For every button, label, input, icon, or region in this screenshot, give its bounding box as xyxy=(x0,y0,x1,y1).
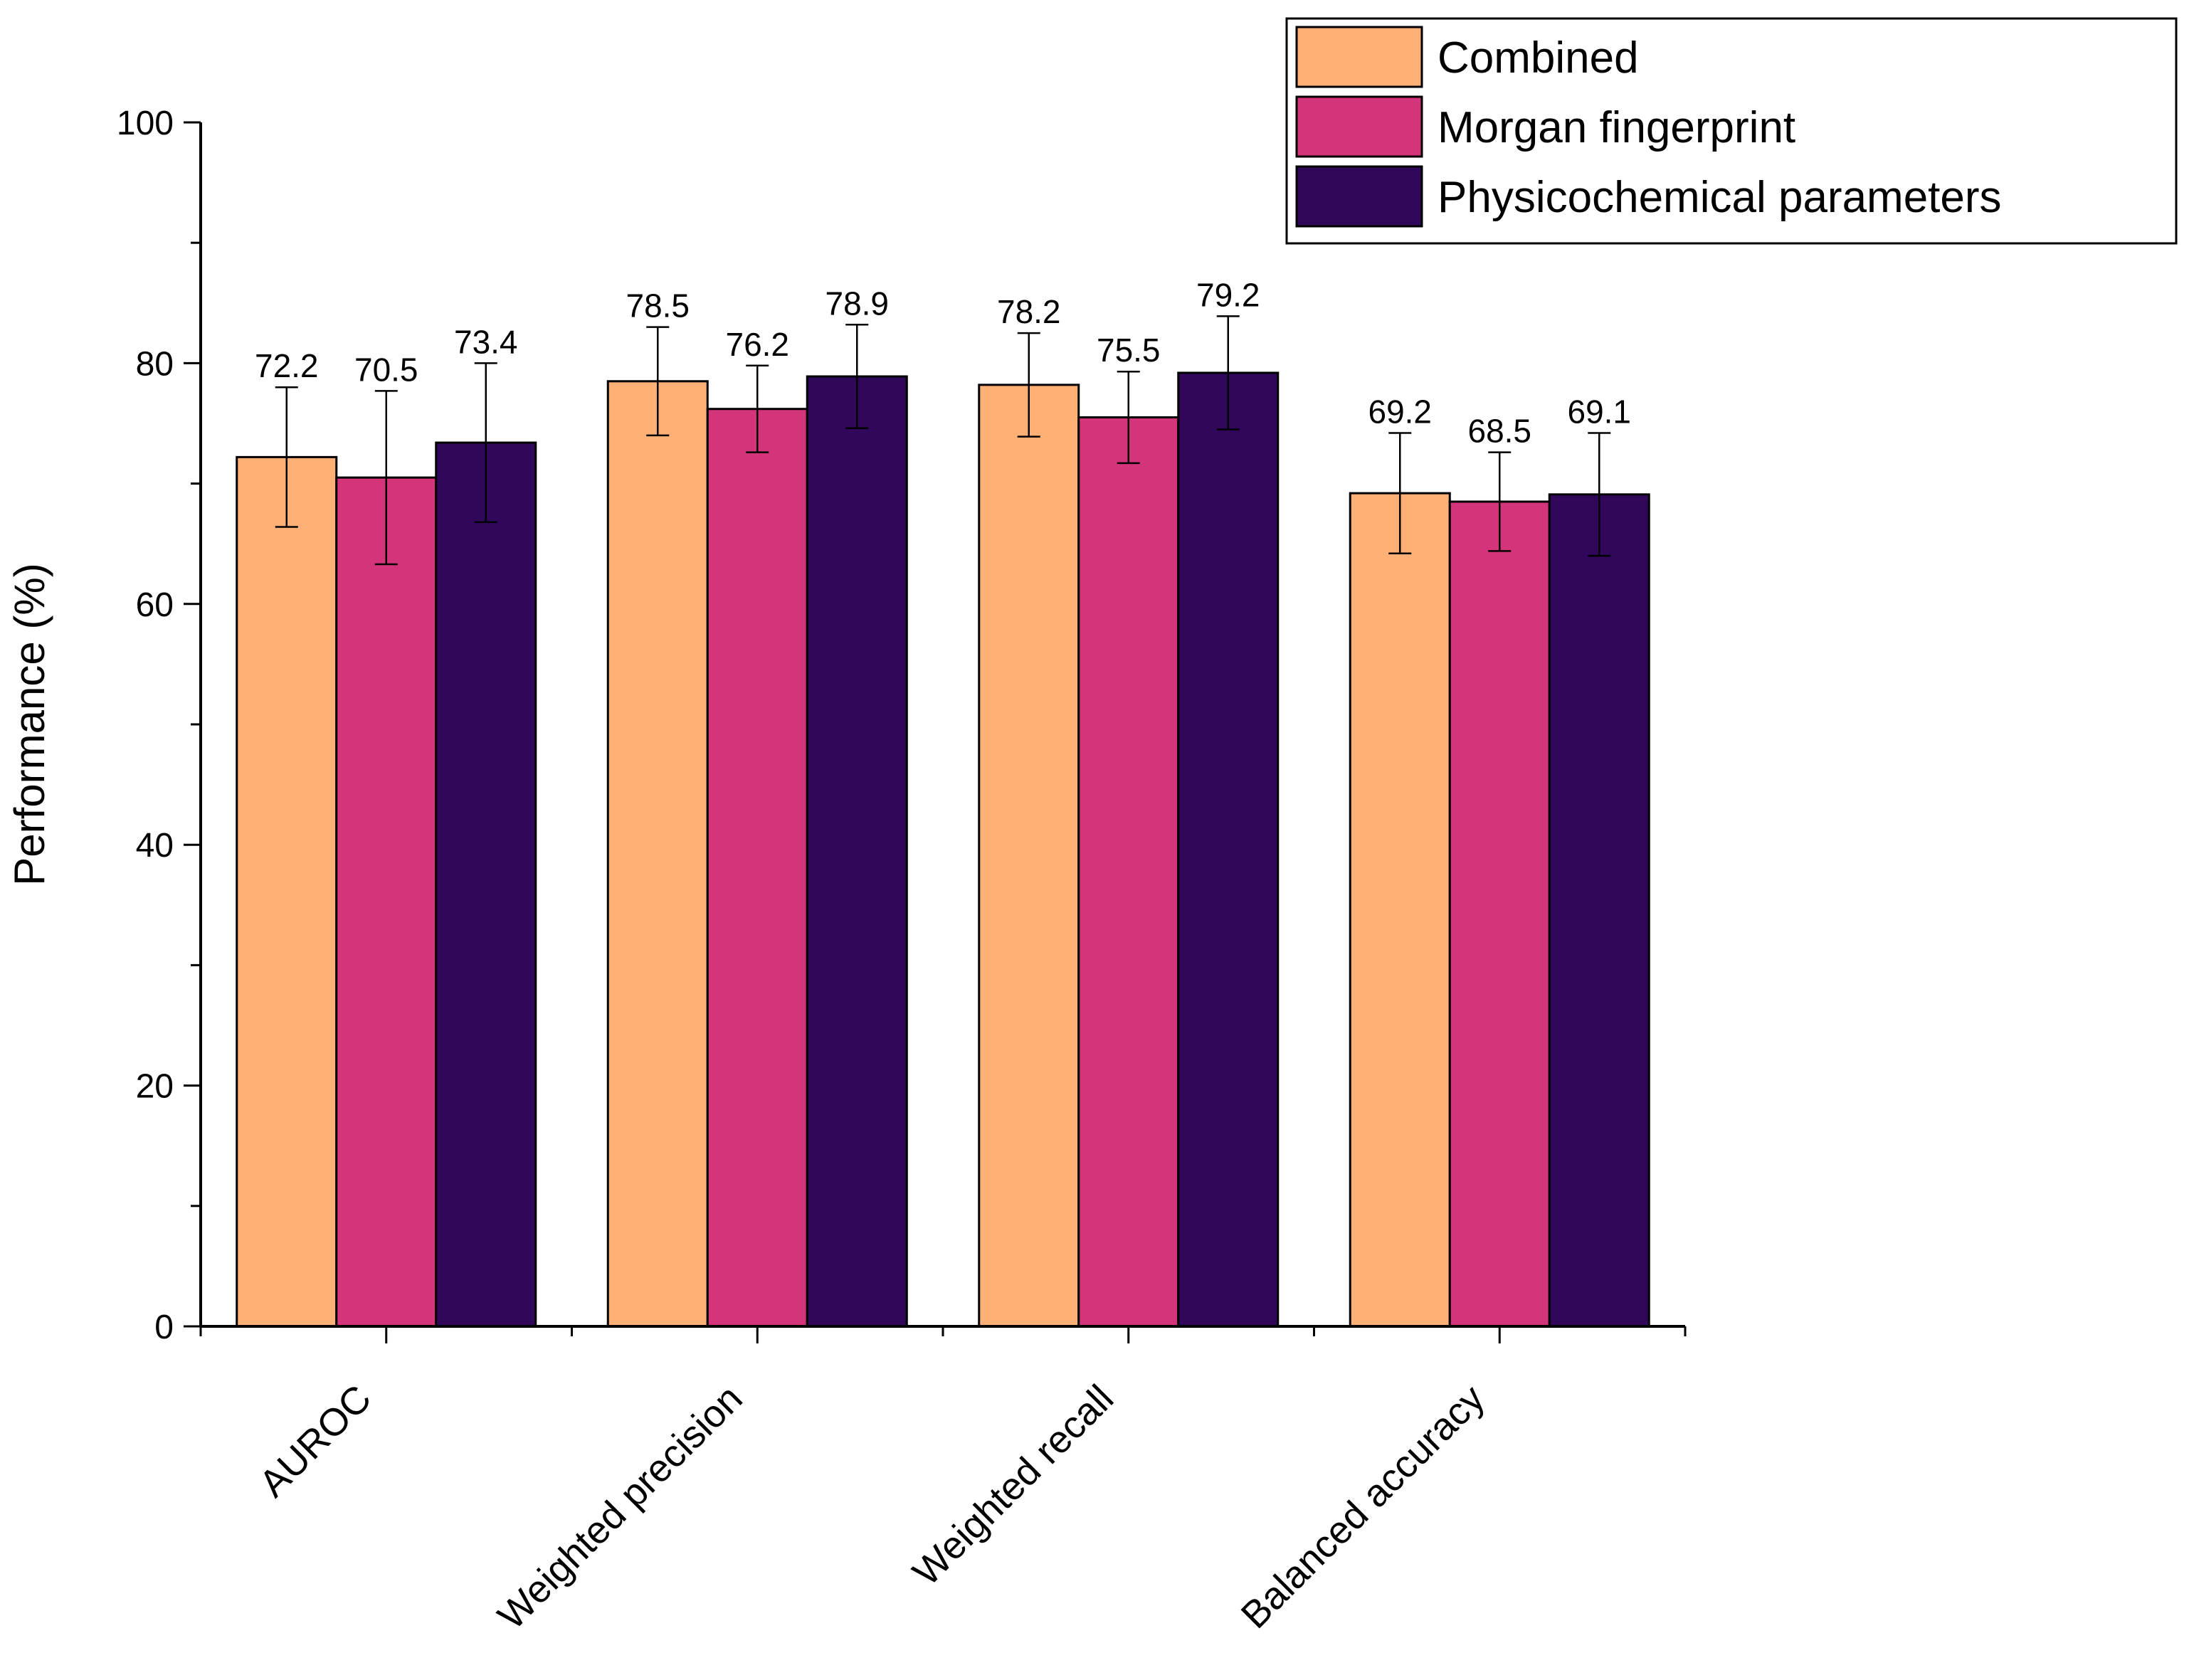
value-label-1-2: 78.9 xyxy=(825,285,889,322)
y-axis-title: Performance (%) xyxy=(6,563,53,885)
y-tick-label-3: 60 xyxy=(136,586,174,624)
bar-2-2 xyxy=(1177,371,1280,1328)
bar-2-0 xyxy=(978,384,1080,1328)
value-label-2-1: 75.5 xyxy=(1097,332,1161,369)
bar-3-2 xyxy=(1548,493,1650,1328)
value-label-3-1: 68.5 xyxy=(1467,413,1531,450)
value-labels-layer: 72.2 70.5 73.4 78.5 76.2 78.9 78.2 75.5 79.2 69.2… xyxy=(255,276,1631,449)
bar-1-1 xyxy=(706,408,808,1328)
y-tick-label-5: 100 xyxy=(117,105,174,142)
value-label-2-2: 79.2 xyxy=(1196,276,1260,313)
value-label-0-1: 70.5 xyxy=(354,351,418,388)
value-label-0-2: 73.4 xyxy=(454,323,518,360)
value-label-0-0: 72.2 xyxy=(255,347,319,384)
bar-0-1 xyxy=(335,476,438,1328)
x-tick-label-3: Balanced accuracy xyxy=(1233,1377,1493,1637)
bar-1-2 xyxy=(806,375,908,1328)
x-tick-label-2: Weighted recall xyxy=(904,1377,1122,1594)
x-tick-label-0: AUROC xyxy=(251,1377,379,1505)
value-label-2-0: 78.2 xyxy=(997,293,1061,330)
y-tick-label-0: 0 xyxy=(154,1309,174,1346)
bar-0-2 xyxy=(435,441,537,1328)
value-label-3-0: 69.2 xyxy=(1368,393,1432,430)
bar-1-0 xyxy=(606,380,709,1328)
legend-box xyxy=(1285,17,2178,245)
y-tick-label-1: 20 xyxy=(136,1068,174,1106)
legend-swatch-2 xyxy=(1295,165,1423,228)
legend-swatch-0 xyxy=(1295,26,1423,88)
legend-label-0: Combined xyxy=(1438,33,1639,83)
bars-layer xyxy=(236,371,1650,1328)
bar-3-0 xyxy=(1349,492,1451,1328)
value-label-3-2: 69.1 xyxy=(1567,393,1631,430)
bar-3-1 xyxy=(1448,500,1551,1328)
legend-swatch-1 xyxy=(1295,95,1423,158)
bar-2-1 xyxy=(1077,416,1180,1328)
legend: Combined Morgan fingerprint Physicochemica… xyxy=(1285,17,2178,245)
error-bars-layer xyxy=(275,315,1611,566)
bar-0-0 xyxy=(236,455,338,1328)
value-label-1-1: 76.2 xyxy=(725,326,789,363)
value-label-1-0: 78.5 xyxy=(626,287,690,324)
legend-label-1: Morgan fingerprint xyxy=(1438,103,1795,152)
legend-label-2: Physicochemical parameters xyxy=(1438,173,2002,222)
y-tick-label-2: 40 xyxy=(136,827,174,865)
x-tick-label-1: Weighted precision xyxy=(490,1377,750,1637)
y-tick-label-4: 80 xyxy=(136,345,174,383)
